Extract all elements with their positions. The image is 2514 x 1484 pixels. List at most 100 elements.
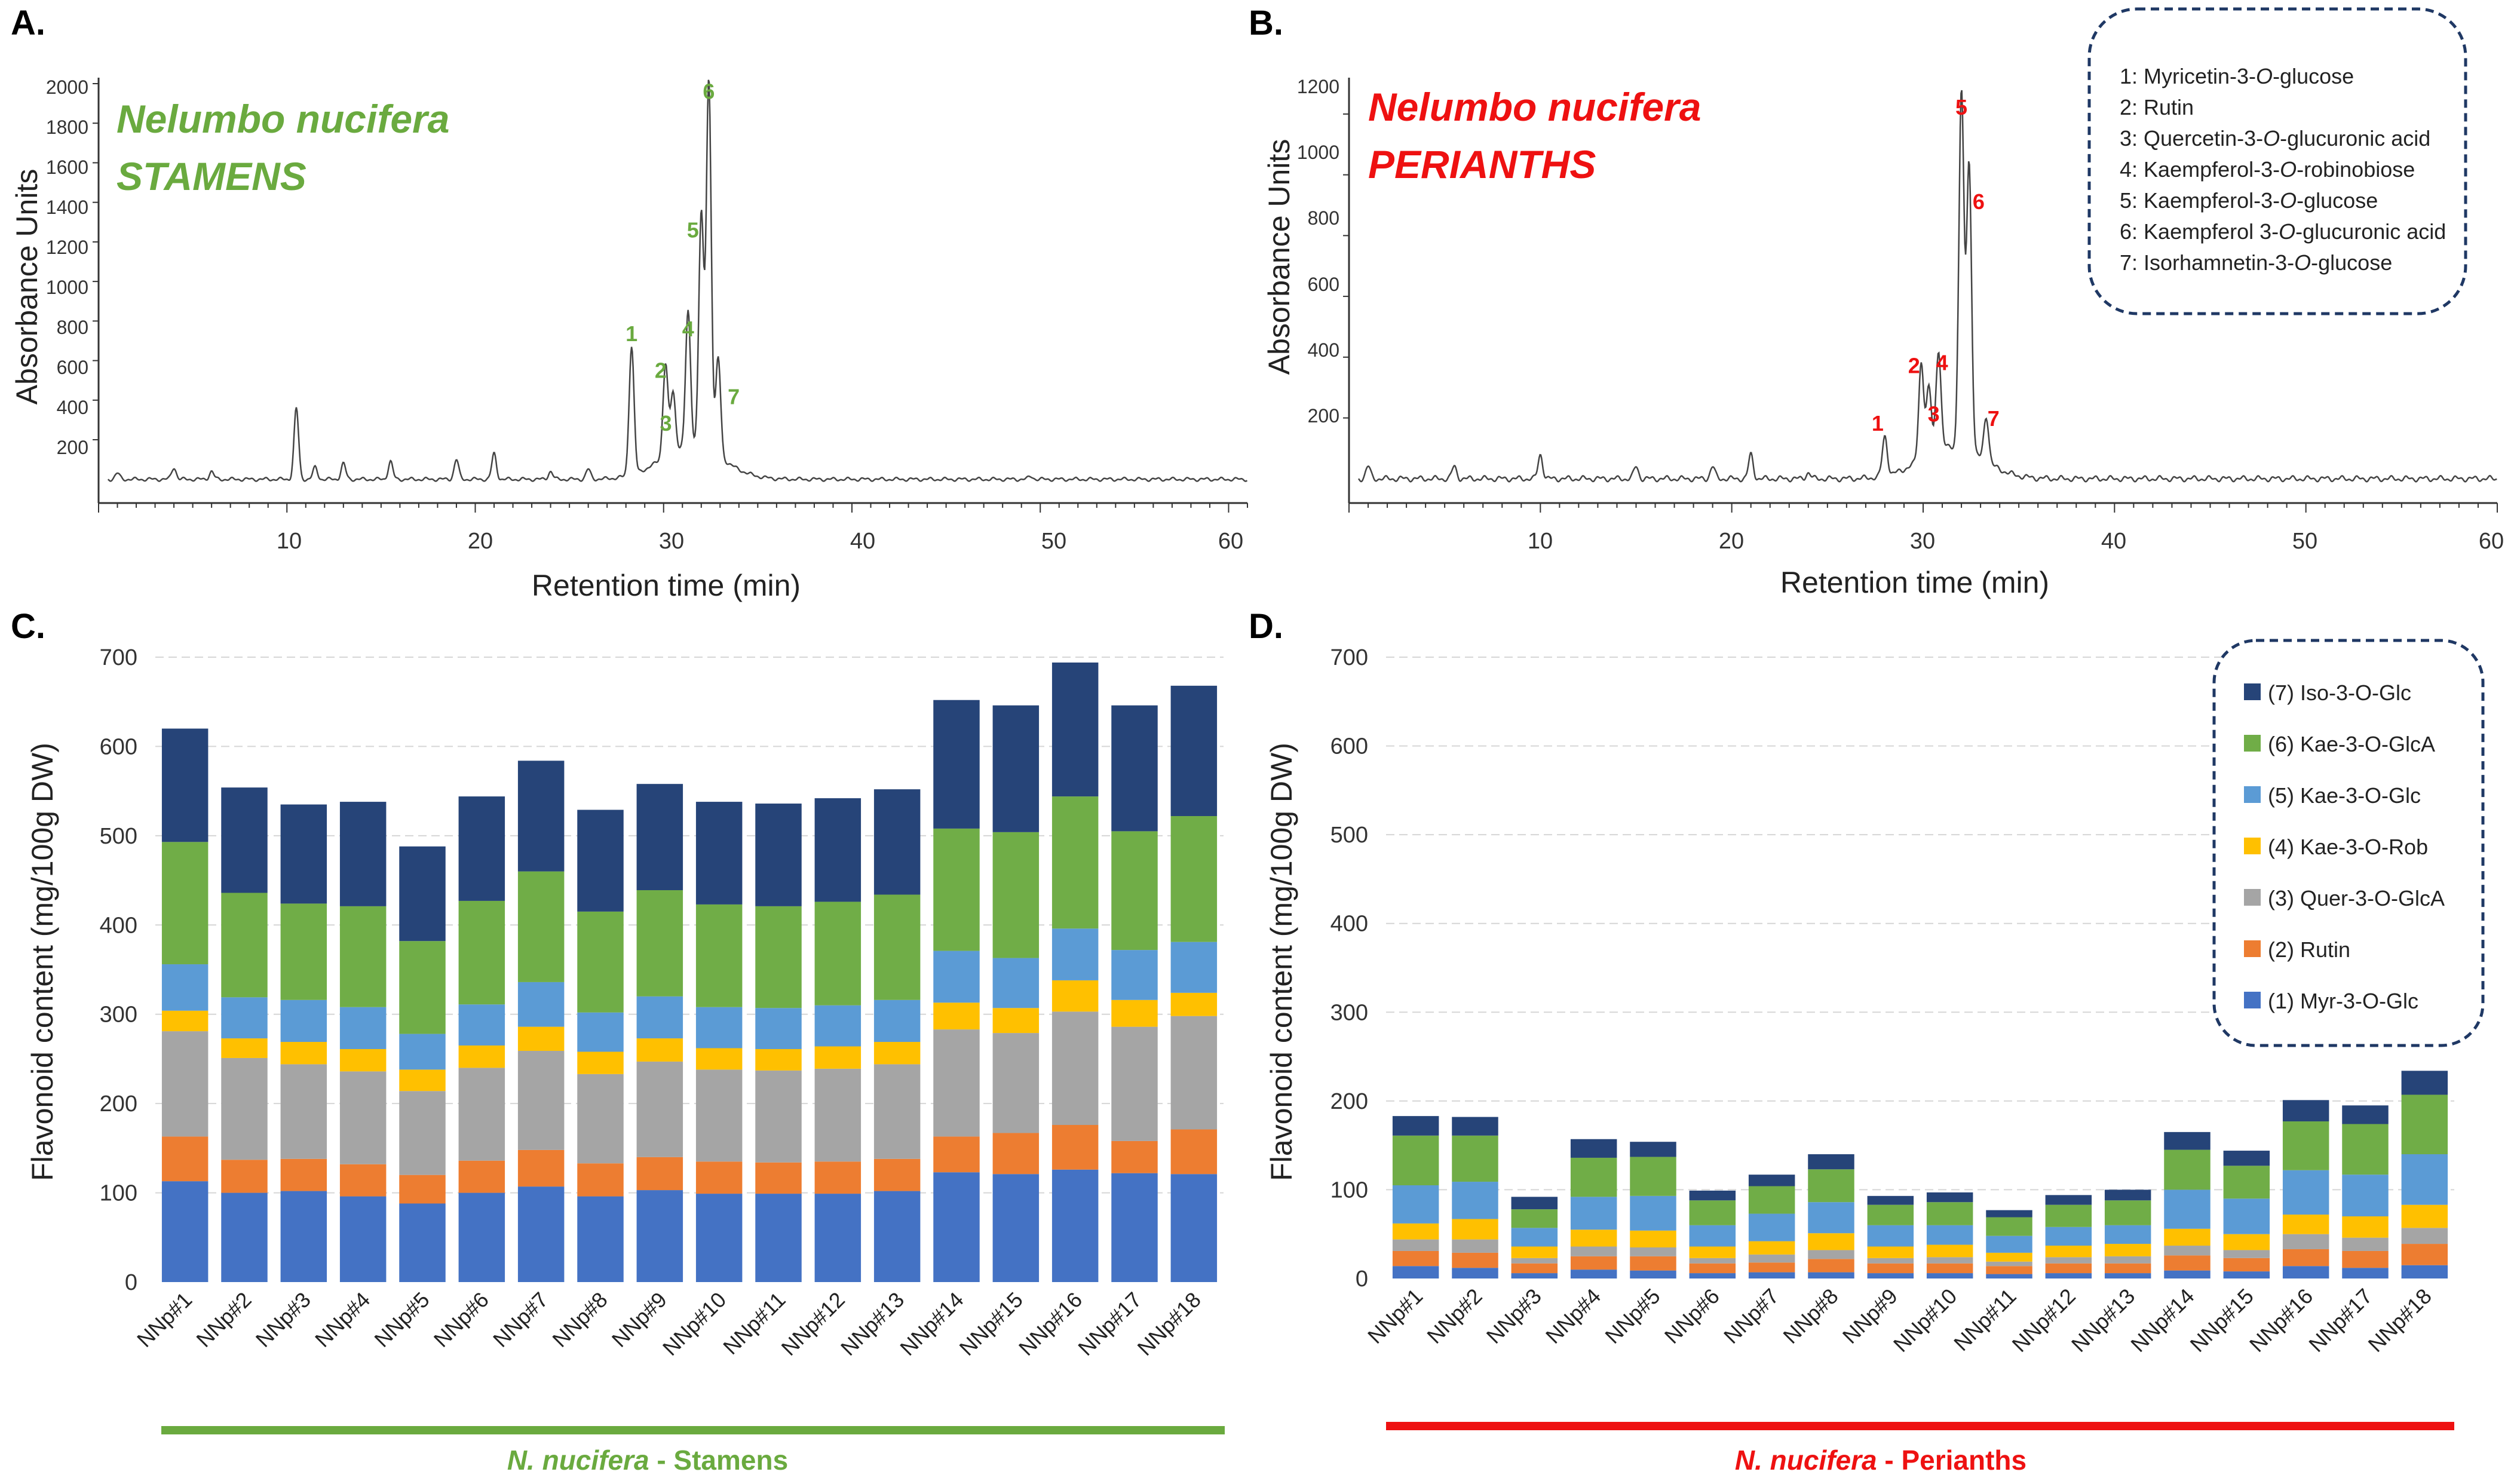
panel-c-bar-segment bbox=[873, 789, 921, 895]
panel-b-y-tick: 600 bbox=[1308, 274, 1339, 295]
panel-d-bar-segment bbox=[1511, 1209, 1558, 1228]
panel-c-bar-segment bbox=[399, 846, 446, 942]
panel-d-bar-segment bbox=[1867, 1263, 1914, 1274]
panel-a-x-tick: 60 bbox=[1218, 529, 1243, 554]
panel-d-category-label: NNp#1 bbox=[1363, 1284, 1427, 1348]
panel-d-bar-segment bbox=[1748, 1175, 1795, 1186]
panel-c-bar-segment bbox=[517, 871, 565, 982]
panel-a-y-tick: 1800 bbox=[46, 116, 88, 138]
panel-d-bar-segment bbox=[2104, 1200, 2151, 1225]
panel-c-bar-segment bbox=[1170, 942, 1218, 993]
panel-c-bar-segment bbox=[517, 1186, 565, 1282]
panel-c-bar-segment bbox=[695, 1007, 743, 1048]
panel-c-y-axis-title: Flavonoid content (mg/100g DW) bbox=[26, 743, 59, 1181]
panel-c-bar-segment bbox=[339, 1196, 387, 1282]
panel-d-category-label: NNp#12 bbox=[2007, 1284, 2080, 1357]
panel-a-y-tick-labels: 200 400 600 800 1000 1200 1400 1600 1800… bbox=[46, 76, 88, 458]
panel-c-bar-segment bbox=[577, 1051, 624, 1074]
panel-c-letter: C. bbox=[11, 607, 45, 646]
panel-d-bar-segment bbox=[1926, 1225, 1973, 1245]
panel-d-bar-segment bbox=[1452, 1135, 1498, 1182]
panel-c-category-label: NNp#11 bbox=[718, 1287, 790, 1360]
panel-a-peak-label: 3 bbox=[660, 411, 672, 436]
panel-c-bar-segment bbox=[992, 1008, 1040, 1034]
panel-c-y-tick: 0 bbox=[125, 1270, 137, 1295]
panel-c-bar-segment bbox=[755, 906, 802, 1008]
panel-d-category-label: NNp#3 bbox=[1482, 1284, 1546, 1348]
panel-d-bar-segment bbox=[1689, 1246, 1736, 1258]
panel-d-bar-segment bbox=[1570, 1197, 1617, 1230]
panel-c-bar-segment bbox=[1051, 1011, 1099, 1126]
panel-d-category-label: NNp#10 bbox=[1888, 1284, 1961, 1357]
panel-a-y-tick: 800 bbox=[57, 317, 88, 338]
panel-c-bar-segment bbox=[933, 1172, 980, 1282]
panel-c-stacked-bars: 0100200300400500600700NNp#1NNp#2NNp#3NNp… bbox=[100, 645, 1224, 1360]
panel-d-bar-segment bbox=[2401, 1071, 2448, 1095]
panel-c-category-label: NNp#14 bbox=[895, 1287, 968, 1360]
panel-d-bar-segment bbox=[2342, 1105, 2389, 1124]
panel-c-bar-segment bbox=[1170, 815, 1218, 942]
panel-c-bar-segment bbox=[161, 1010, 209, 1032]
panel-d-bar-segment bbox=[1630, 1195, 1676, 1231]
panel-d-bar-segment bbox=[1570, 1256, 1617, 1270]
panel-c-bar-segment bbox=[1111, 999, 1158, 1027]
panel-d-bar-segment bbox=[2164, 1228, 2211, 1246]
panel-d-bar-segment bbox=[2164, 1255, 2211, 1271]
panel-c-bar-segment bbox=[1111, 831, 1158, 951]
panel-a-x-tick: 30 bbox=[659, 529, 684, 554]
panel-a-chromatogram: 12 3 4 5 6 7 bbox=[107, 79, 1248, 482]
panel-c-bar-segment bbox=[1051, 1125, 1099, 1170]
panel-b-x-tick: 30 bbox=[1910, 529, 1935, 554]
panel-d-bar-segment bbox=[2401, 1244, 2448, 1265]
panel-d-bar-segment bbox=[1689, 1258, 1736, 1264]
panel-a-y-tick: 400 bbox=[57, 397, 88, 418]
panel-d-bar-segment bbox=[1867, 1195, 1914, 1205]
panel-c-category-label: NNp#6 bbox=[429, 1287, 493, 1352]
panel-b-x-tick: 60 bbox=[2479, 529, 2504, 554]
panel-d-bar-segment bbox=[1926, 1273, 1973, 1278]
panel-b-peak-label: 2 bbox=[1908, 354, 1920, 378]
panel-c-bar-segment bbox=[161, 964, 209, 1011]
panel-c-y-tick: 500 bbox=[100, 824, 137, 849]
panel-c-bar-segment bbox=[399, 1034, 446, 1070]
panel-c-category-label: NNp#15 bbox=[955, 1287, 1028, 1360]
compound-legend: 1: Myricetin-3-O-glucose 2: Rutin 3: Que… bbox=[2087, 7, 2467, 315]
panel-c-bar-segment bbox=[695, 1069, 743, 1162]
panel-d-bar-segment bbox=[1452, 1117, 1498, 1136]
panel-d-bar-segment bbox=[1808, 1259, 1854, 1273]
panel-c-bar-segment bbox=[1051, 1169, 1099, 1282]
panel-b-axes bbox=[1343, 78, 2498, 513]
panel-c-bar-segment bbox=[161, 842, 209, 965]
panel-d-category-label: NNp#2 bbox=[1422, 1284, 1486, 1348]
panel-a-y-tick: 1400 bbox=[46, 197, 88, 218]
panel-d-y-tick: 0 bbox=[1356, 1267, 1368, 1292]
panel-d-bar-segment bbox=[1511, 1197, 1558, 1210]
panel-d-bar-segment bbox=[1926, 1244, 1973, 1258]
panel-c-bar-segment bbox=[873, 1191, 921, 1282]
panel-c-bar-segment bbox=[873, 894, 921, 1000]
panel-d-bar-segment bbox=[1570, 1139, 1617, 1158]
panel-c-category-label: NNp#3 bbox=[251, 1287, 315, 1352]
panel-c-bar-segment bbox=[280, 1158, 327, 1191]
panel-c-bar-segment bbox=[458, 1045, 505, 1068]
panel-d-bar-segment bbox=[2342, 1124, 2389, 1175]
series-legend-label: (1) Myr-3-O-Glc bbox=[2268, 989, 2418, 1013]
compound-legend-item: 7: Isorhamnetin-3-O-glucose bbox=[2120, 250, 2392, 275]
panel-d-category-label: NNp#16 bbox=[2245, 1284, 2317, 1357]
panel-d-bar-segment bbox=[2401, 1265, 2448, 1278]
panel-b-y-tick-labels: 200 400 600 800 1000 1200 bbox=[1297, 76, 1339, 427]
panel-d-bar-segment bbox=[1748, 1213, 1795, 1241]
panel-b-chromatogram-line bbox=[1357, 90, 2497, 483]
panel-a-y-tick: 200 bbox=[57, 437, 88, 458]
panel-d-bar-segment bbox=[2282, 1100, 2329, 1122]
panel-d-bar-segment bbox=[1748, 1272, 1795, 1278]
panel-d-bar-segment bbox=[1986, 1274, 2032, 1278]
panel-d-bar-segment bbox=[1689, 1273, 1736, 1278]
panel-d-bar-segment bbox=[1392, 1250, 1439, 1267]
panel-c-bar-segment bbox=[636, 1061, 683, 1157]
panel-a-y-tick: 600 bbox=[57, 357, 88, 378]
panel-c-bar-segment bbox=[458, 1192, 505, 1282]
panel-c-bar-segment bbox=[458, 796, 505, 901]
panel-c-bar-segment bbox=[695, 802, 743, 904]
